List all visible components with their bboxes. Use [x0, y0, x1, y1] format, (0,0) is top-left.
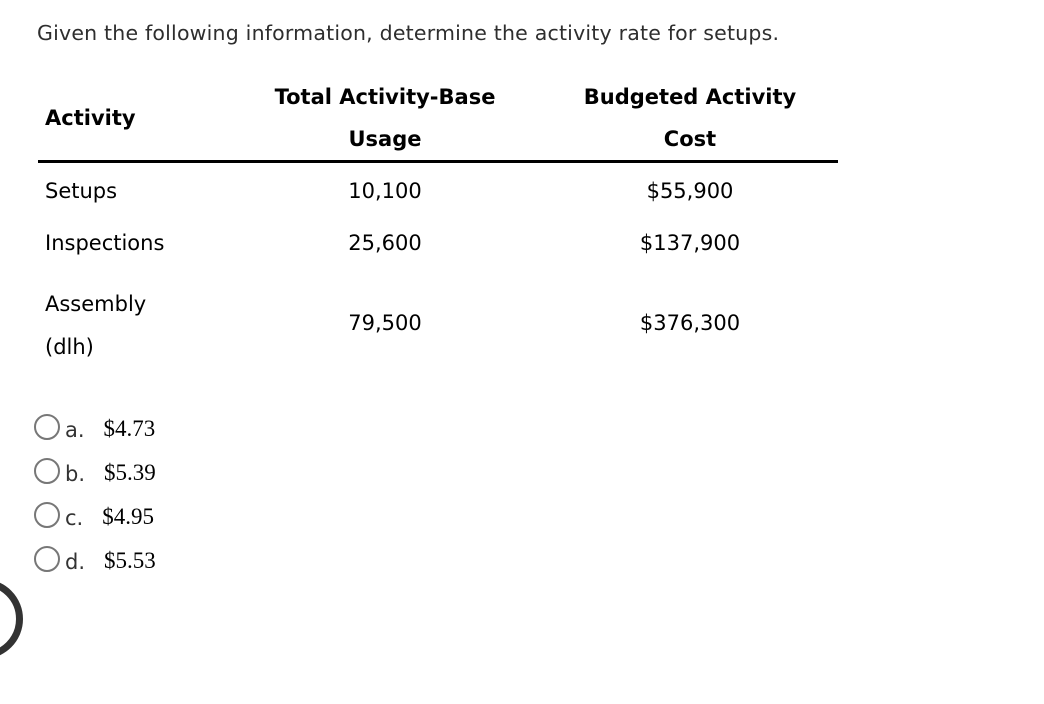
option-letter: d.: [65, 550, 86, 574]
table-header-row: Activity Total Activity-Base Usage Budge…: [38, 76, 838, 163]
option-value: $4.73: [103, 416, 156, 441]
cell-cost: $137,900: [639, 231, 741, 255]
answer-option-c[interactable]: c. $4.95: [34, 502, 156, 532]
activity-data-table: Activity Total Activity-Base Usage Budge…: [38, 76, 838, 369]
answer-options: a. $4.73 b. $5.39 c. $4.95 d. $5.53: [34, 414, 156, 590]
cell-cost: $376,300: [639, 310, 741, 335]
answer-option-d[interactable]: d. $5.53: [34, 546, 156, 576]
cell-activity: Assembly (dlh): [45, 292, 147, 359]
cell-usage: 79,500: [348, 310, 422, 335]
cell-cost: $55,900: [646, 179, 734, 203]
table-row: Inspections 25,600 $137,900: [38, 204, 838, 256]
cell-usage: 10,100: [348, 179, 422, 203]
option-value: $5.39: [104, 460, 156, 485]
column-header-usage: Total Activity-Base Usage: [228, 76, 542, 163]
option-value: $4.95: [102, 504, 154, 529]
cell-usage: 25,600: [348, 231, 422, 255]
column-header-activity: Activity: [38, 76, 228, 163]
column-header-cost: Budgeted Activity Cost: [542, 76, 838, 163]
partial-circle-artifact: [0, 579, 23, 659]
radio-button-d[interactable]: [34, 546, 60, 572]
radio-button-a[interactable]: [34, 414, 60, 440]
table-row: Assembly (dlh) 79,500 $376,300: [38, 256, 838, 369]
answer-option-a[interactable]: a. $4.73: [34, 414, 156, 444]
radio-button-c[interactable]: [34, 502, 60, 528]
option-letter: b.: [65, 462, 86, 486]
answer-option-b[interactable]: b. $5.39: [34, 458, 156, 488]
option-letter: a.: [65, 418, 85, 442]
cell-activity: Inspections: [45, 231, 165, 255]
cell-activity: Setups: [45, 179, 118, 203]
radio-button-b[interactable]: [34, 458, 60, 484]
question-text: Given the following information, determi…: [37, 21, 780, 45]
option-value: $5.53: [104, 548, 156, 573]
table-row: Setups 10,100 $55,900: [38, 162, 838, 205]
option-letter: c.: [65, 506, 84, 530]
